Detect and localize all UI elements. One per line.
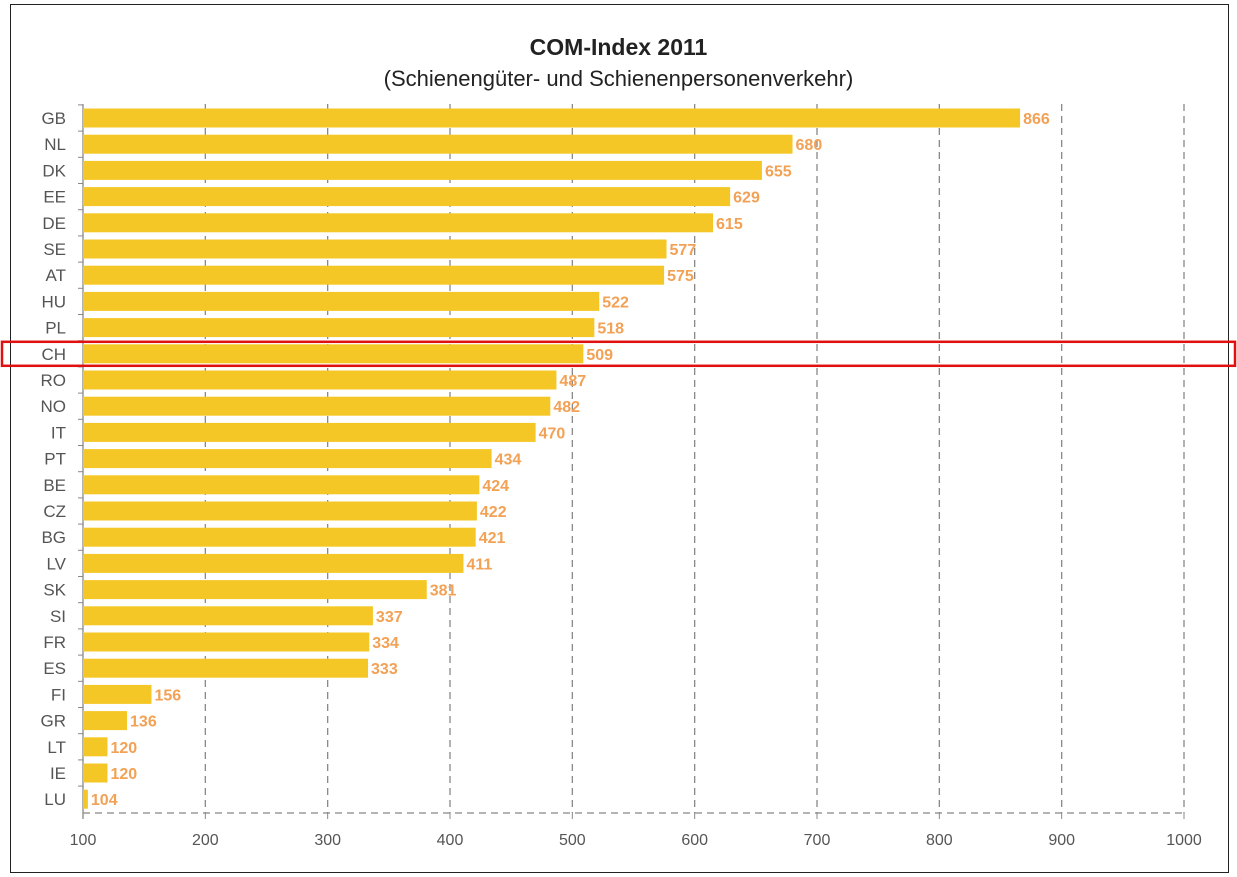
x-tick-label: 800 — [926, 832, 953, 849]
category-label-pl: PL — [45, 319, 66, 338]
value-label-gr: 136 — [130, 714, 157, 731]
value-label-at: 575 — [667, 268, 694, 285]
category-label-be: BE — [43, 476, 66, 495]
bar-bg — [83, 527, 476, 547]
category-label-at: AT — [46, 266, 66, 285]
value-label-no: 482 — [553, 399, 580, 416]
bar-dk — [83, 160, 762, 180]
value-label-gb: 866 — [1023, 111, 1050, 128]
category-label-it: IT — [51, 423, 66, 442]
category-label-lu: LU — [44, 790, 66, 809]
bar-fi — [83, 684, 152, 704]
category-label-ee: EE — [43, 188, 66, 207]
value-label-bg: 421 — [479, 530, 506, 547]
bar-at — [83, 265, 665, 285]
category-label-lt: LT — [47, 738, 66, 757]
value-label-ro: 487 — [559, 373, 586, 390]
category-label-no: NO — [41, 397, 67, 416]
value-label-hu: 522 — [602, 294, 629, 311]
bar-cz — [83, 501, 477, 521]
bar-hu — [83, 291, 600, 311]
value-label-it: 470 — [539, 425, 566, 442]
bar-it — [83, 422, 536, 442]
bar-ro — [83, 370, 557, 390]
bar-ee — [83, 187, 731, 207]
category-label-si: SI — [50, 607, 66, 626]
value-label-be: 424 — [482, 478, 509, 495]
bar-pl — [83, 318, 595, 338]
value-label-pl: 518 — [597, 321, 624, 338]
bar-lu — [83, 789, 88, 809]
value-label-pt: 434 — [495, 452, 522, 469]
value-label-se: 577 — [670, 242, 697, 259]
value-label-dk: 655 — [765, 163, 792, 180]
x-tick-label: 500 — [559, 832, 586, 849]
x-tick-label: 1000 — [1166, 832, 1202, 849]
bar-lt — [83, 737, 108, 757]
bar-si — [83, 606, 373, 626]
bar-fr — [83, 632, 370, 652]
value-label-sk: 381 — [430, 583, 457, 600]
x-tick-label: 900 — [1048, 832, 1075, 849]
bar-pt — [83, 449, 492, 469]
x-tick-label: 300 — [314, 832, 341, 849]
category-label-se: SE — [43, 240, 66, 259]
category-label-sk: SK — [43, 581, 66, 600]
value-label-lu: 104 — [91, 792, 118, 809]
category-label-pt: PT — [44, 450, 66, 469]
category-label-es: ES — [43, 659, 66, 678]
category-label-ch: CH — [41, 345, 66, 364]
chart-subtitle: (Schienengüter- und Schienenpersonenverk… — [383, 66, 854, 91]
value-label-cz: 422 — [480, 504, 507, 521]
category-label-fr: FR — [43, 633, 66, 652]
value-label-ee: 629 — [733, 190, 760, 207]
value-label-es: 333 — [371, 661, 398, 678]
bar-sk — [83, 580, 427, 600]
value-label-nl: 680 — [796, 137, 823, 154]
category-label-ie: IE — [50, 764, 66, 783]
x-tick-label: 600 — [681, 832, 708, 849]
x-tick-label: 200 — [192, 832, 219, 849]
value-label-lt: 120 — [110, 740, 137, 757]
category-label-gb: GB — [41, 109, 66, 128]
x-tick-label: 400 — [437, 832, 464, 849]
value-label-ch: 509 — [586, 347, 613, 364]
bar-de — [83, 213, 714, 233]
bar-ie — [83, 763, 108, 783]
bar-nl — [83, 134, 793, 154]
category-label-hu: HU — [41, 292, 66, 311]
bar-gr — [83, 711, 128, 731]
chart-title: COM-Index 2011 — [529, 34, 708, 60]
x-tick-label: 700 — [804, 832, 831, 849]
category-label-gr: GR — [41, 712, 67, 731]
bar-ch — [83, 344, 584, 364]
category-label-lv: LV — [46, 554, 66, 573]
value-label-lv: 411 — [466, 556, 492, 573]
category-label-fi: FI — [51, 685, 66, 704]
bar-es — [83, 658, 369, 678]
bar-se — [83, 239, 667, 259]
category-label-de: DE — [42, 214, 66, 233]
bar-no — [83, 396, 551, 416]
highlight-box — [0, 340, 1237, 368]
x-tick-label: 100 — [70, 832, 97, 849]
category-label-cz: CZ — [43, 502, 66, 521]
bar-lv — [83, 553, 464, 573]
value-label-fi: 156 — [155, 687, 182, 704]
category-label-nl: NL — [44, 135, 66, 154]
bar-gb — [83, 108, 1021, 128]
category-label-bg: BG — [41, 528, 66, 547]
value-label-ie: 120 — [110, 766, 137, 783]
value-label-fr: 334 — [372, 635, 399, 652]
value-label-si: 337 — [376, 609, 403, 626]
bar-be — [83, 475, 480, 495]
category-label-dk: DK — [42, 161, 66, 180]
value-label-de: 615 — [716, 216, 743, 233]
category-label-ro: RO — [41, 371, 67, 390]
